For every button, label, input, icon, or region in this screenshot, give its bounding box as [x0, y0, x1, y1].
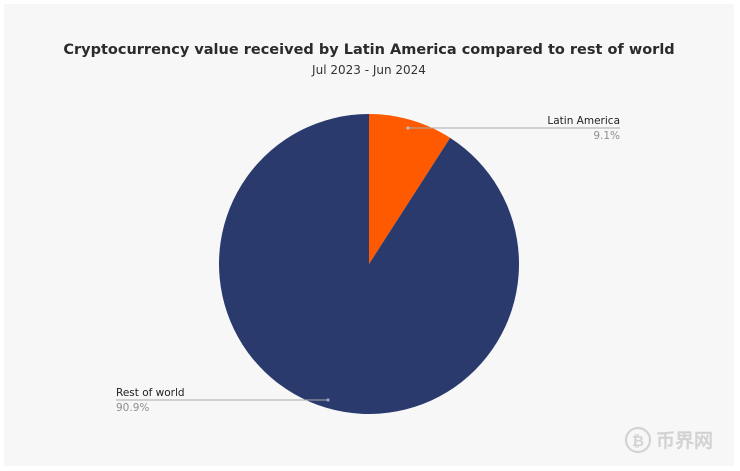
callout-rest-of-world: Rest of world 90.9%	[116, 387, 330, 414]
bitcoin-coin-icon: ₿	[624, 426, 652, 454]
slice-label-rest-of-world: Rest of world	[116, 387, 185, 399]
pie-slice-rest-of-world	[219, 114, 519, 414]
slice-value-latin-america: 9.1%	[593, 130, 620, 142]
pie-slices	[219, 114, 519, 414]
leader-dot-rest-of-world	[326, 398, 330, 402]
chart-panel: Cryptocurrency value received by Latin A…	[4, 4, 734, 466]
slice-value-rest-of-world: 90.9%	[116, 402, 149, 414]
slice-label-latin-america: Latin America	[547, 115, 620, 127]
pie-slice-latin-america	[369, 114, 451, 264]
watermark: ₿ 币界网	[624, 426, 713, 454]
watermark-text: 币界网	[656, 430, 713, 452]
chart-title: Cryptocurrency value received by Latin A…	[63, 42, 674, 58]
chart-subtitle: Jul 2023 - Jun 2024	[311, 63, 426, 77]
pie-chart: Cryptocurrency value received by Latin A…	[63, 42, 713, 454]
svg-text:₿: ₿	[632, 432, 644, 450]
leader-dot-latin-america	[406, 126, 410, 130]
callout-latin-america: Latin America 9.1%	[406, 115, 620, 142]
